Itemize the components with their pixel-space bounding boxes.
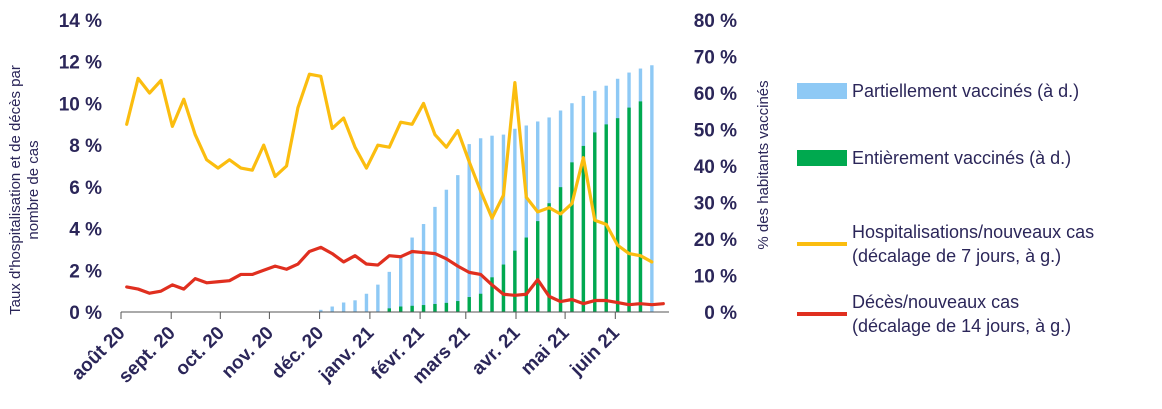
month-tick-label: avr. 21 xyxy=(468,322,525,379)
bar-full xyxy=(421,305,426,312)
bar-partial xyxy=(456,175,460,313)
bar-full xyxy=(444,302,449,313)
left-tick-label: 6 % xyxy=(69,178,102,199)
right-tick-label: 30 % xyxy=(694,194,737,215)
bar-partial xyxy=(330,306,334,312)
bar-partial xyxy=(399,256,403,312)
right-tick-label: 0 % xyxy=(704,303,737,324)
line-layer xyxy=(125,72,665,307)
bar-full xyxy=(524,237,528,312)
bar-partial xyxy=(433,206,437,312)
right-axis-label: % des habitants vaccinés xyxy=(755,80,772,249)
right-tick-label: 60 % xyxy=(694,84,737,105)
month-tick-label: sept. 20 xyxy=(115,323,180,388)
left-axis-label: Taux d'hospitalisation et de décès par xyxy=(7,65,24,315)
bar-full xyxy=(501,264,506,312)
right-tick-label: 10 % xyxy=(694,267,737,288)
bar-partial xyxy=(513,128,517,312)
bar-full xyxy=(615,118,620,313)
right-tick-label: 50 % xyxy=(694,121,737,142)
right-tick-label: 20 % xyxy=(694,230,737,251)
legend-label: Décès/nouveaux cas xyxy=(852,292,1019,312)
bar-full xyxy=(387,308,391,312)
hospitalisation-line xyxy=(125,72,654,264)
legend-swatch xyxy=(797,83,847,99)
bar-full xyxy=(638,101,643,312)
bar-full xyxy=(410,305,414,312)
bar-full xyxy=(478,293,483,312)
bar-full xyxy=(467,297,471,312)
bar-full xyxy=(490,277,494,312)
legend-label: (décalage de 14 jours, à g.) xyxy=(852,316,1071,336)
legend-label: Entièrement vaccinés (à d.) xyxy=(852,148,1071,168)
month-tick-label: janv. 21 xyxy=(315,322,379,386)
legend-label: Hospitalisations/nouveaux cas xyxy=(852,222,1094,242)
bar-partial xyxy=(341,302,346,312)
right-axis-ticks: 0 % 10 % 20 % 30 % 40 % 50 % 60 % 70 % 80 % xyxy=(694,11,737,324)
legend-label: (décalage de 7 jours, à g.) xyxy=(852,246,1061,266)
left-tick-label: 10 % xyxy=(59,94,102,115)
legend-label: Partiellement vaccinés (à d.) xyxy=(852,81,1079,101)
bar-full xyxy=(627,107,631,312)
left-tick-label: 12 % xyxy=(59,53,102,74)
bar-layer xyxy=(319,65,654,313)
month-tick-label: juin 21 xyxy=(566,322,624,380)
bar-full xyxy=(399,306,403,312)
bar-full xyxy=(513,250,517,312)
bar-partial xyxy=(410,237,414,312)
left-tick-label: 4 % xyxy=(69,220,102,241)
bar-full xyxy=(456,301,460,312)
bar-partial xyxy=(387,271,391,312)
bar-partial xyxy=(467,144,471,312)
left-tick-label: 2 % xyxy=(69,261,102,282)
bar-partial xyxy=(353,300,357,312)
bar-partial xyxy=(444,189,449,312)
bar-partial xyxy=(421,224,426,312)
deces-line xyxy=(125,245,665,307)
bar-partial xyxy=(524,125,528,312)
bar-full xyxy=(536,221,540,312)
right-tick-label: 40 % xyxy=(694,157,737,178)
left-tick-label: 8 % xyxy=(69,136,102,157)
right-tick-label: 80 % xyxy=(694,11,737,32)
right-tick-label: 70 % xyxy=(694,48,737,69)
bar-full xyxy=(581,145,586,312)
legend-swatch xyxy=(797,150,847,166)
bar-partial xyxy=(319,309,323,312)
legend: Partiellement vaccinés (à d.) Entièrement… xyxy=(797,81,1094,336)
bar-partial xyxy=(501,134,506,312)
bar-full xyxy=(593,132,597,312)
left-tick-label: 14 % xyxy=(59,11,102,32)
bar-partial xyxy=(376,284,380,313)
bar-partial xyxy=(490,135,494,312)
bar-full xyxy=(604,124,608,312)
month-tick-label: nov. 20 xyxy=(218,323,278,383)
left-tick-label: 0 % xyxy=(69,303,102,324)
bar-partial xyxy=(364,293,369,312)
left-axis-label-line2: nombre de cas xyxy=(25,140,42,239)
bar-partial xyxy=(478,138,483,312)
bar-full xyxy=(558,187,563,312)
bar-full xyxy=(570,162,574,312)
left-axis-ticks: 0 % 2 % 4 % 6 % 8 % 10 % 12 % 14 % xyxy=(59,11,102,324)
bar-full xyxy=(433,303,437,312)
month-tick-label: mai 21 xyxy=(517,322,574,379)
bar-full xyxy=(547,203,551,312)
bar-partial xyxy=(650,65,654,312)
bar-partial xyxy=(536,121,540,312)
